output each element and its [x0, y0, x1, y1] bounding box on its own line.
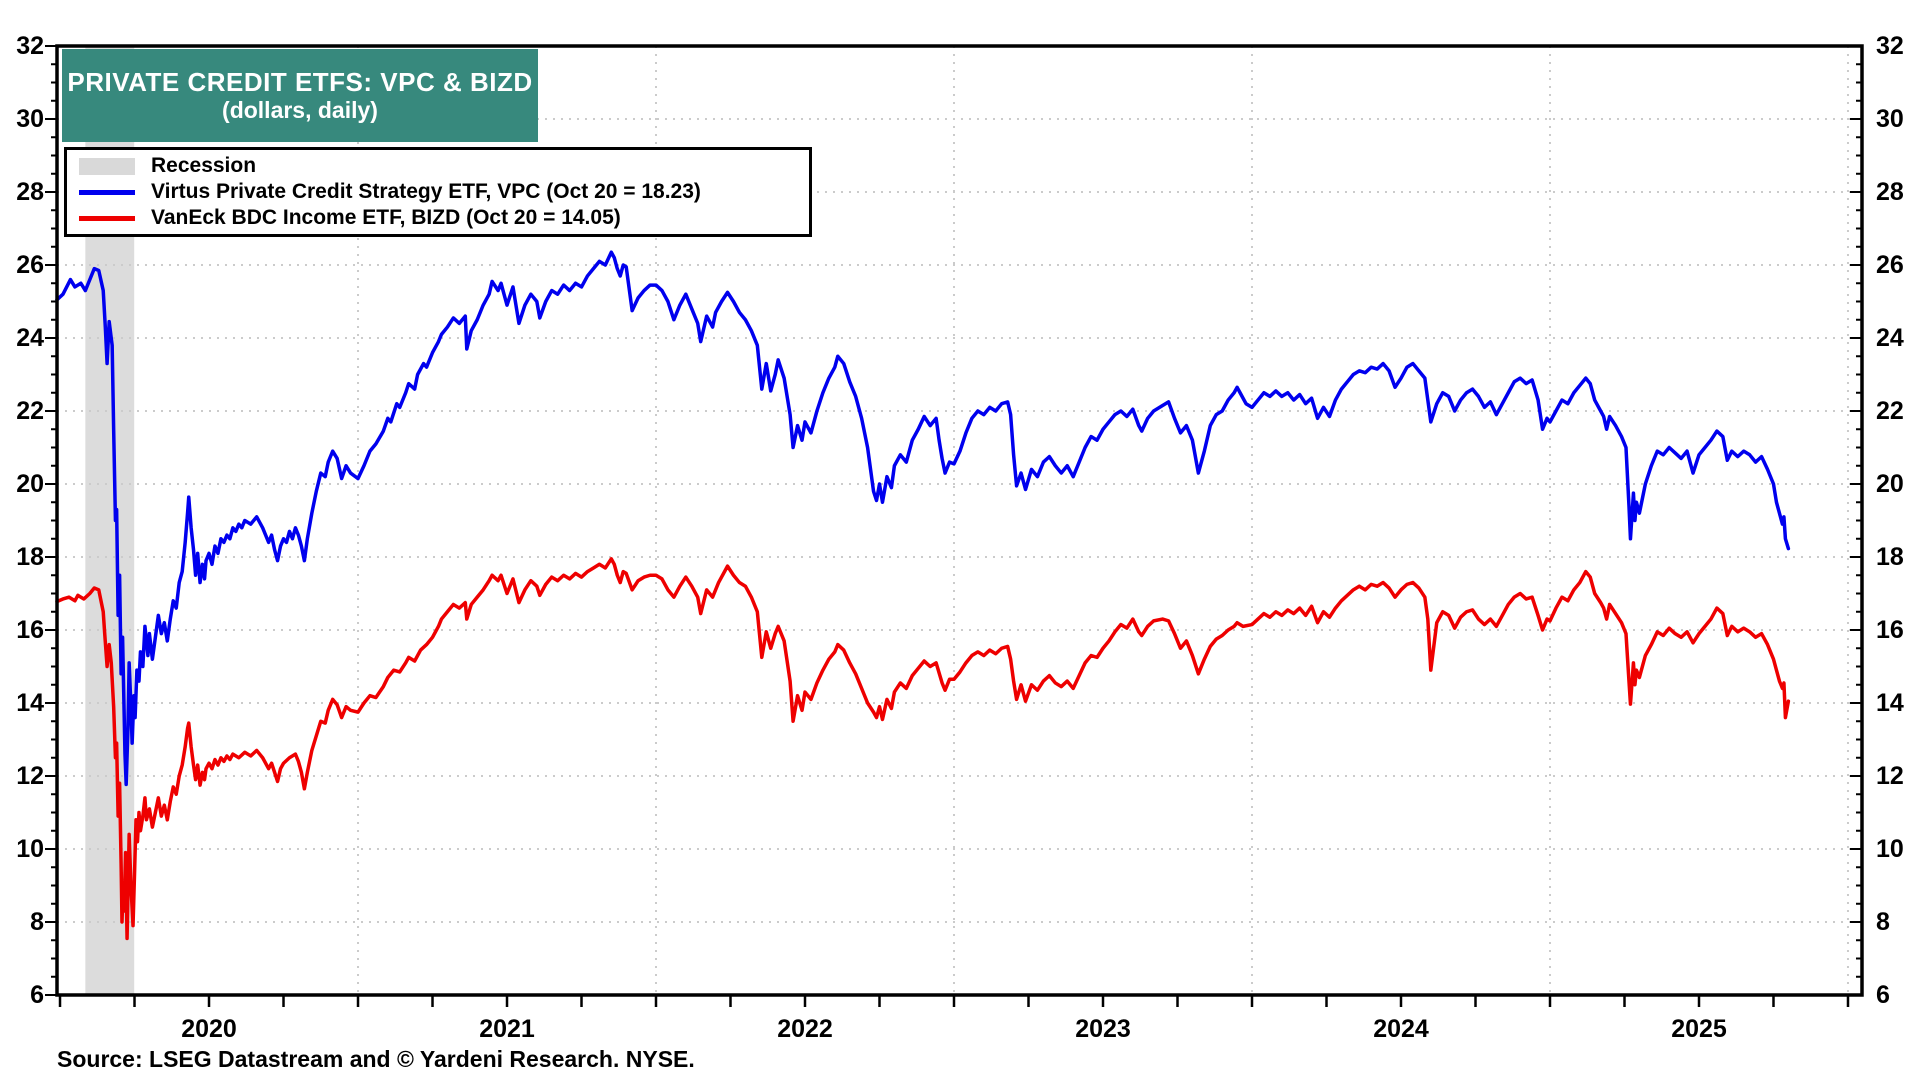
y-axis-label-right: 32 [1876, 32, 1904, 60]
vpc-line-swatch-icon [79, 189, 135, 195]
chart-legend: Recession Virtus Private Credit Strategy… [64, 147, 812, 237]
x-axis-year-label: 2020 [181, 1015, 237, 1043]
chart-title: PRIVATE CREDIT ETFS: VPC & BIZD [67, 67, 533, 97]
y-axis-label-right: 26 [1876, 251, 1904, 279]
y-axis-label-right: 20 [1876, 470, 1904, 498]
y-axis-label-right: 16 [1876, 616, 1904, 644]
y-axis-label-right: 28 [1876, 178, 1904, 206]
y-axis-label-right: 8 [1876, 908, 1890, 936]
series-line [55, 557, 1791, 941]
y-axis-label-left: 28 [16, 178, 44, 206]
legend-row-bizd: VanEck BDC Income ETF, BIZD (Oct 20 = 14… [67, 205, 809, 231]
y-axis-label-right: 12 [1876, 762, 1904, 790]
y-axis-label-right: 24 [1876, 324, 1904, 352]
y-axis-label-left: 22 [16, 397, 44, 425]
y-axis-label-right: 10 [1876, 835, 1904, 863]
y-axis-label-left: 14 [16, 689, 44, 717]
y-axis-label-left: 26 [16, 251, 44, 279]
chart-title-box: PRIVATE CREDIT ETFS: VPC & BIZD (dollars… [62, 49, 538, 142]
y-axis-label-right: 30 [1876, 105, 1904, 133]
y-axis-label-left: 32 [16, 32, 44, 60]
y-axis-label-left: 6 [30, 981, 44, 1009]
x-axis-year-label: 2025 [1671, 1015, 1727, 1043]
recession-swatch [79, 157, 135, 175]
bizd-line-swatch-icon [79, 215, 135, 221]
legend-label-vpc: Virtus Private Credit Strategy ETF, VPC … [151, 180, 701, 203]
vpc-line-swatch [79, 189, 135, 195]
x-axis-year-label: 2024 [1373, 1015, 1429, 1043]
y-axis-label-left: 24 [16, 324, 44, 352]
source-note: Source: LSEG Datastream and © Yardeni Re… [57, 1046, 695, 1072]
x-axis-year-label: 2022 [777, 1015, 833, 1043]
legend-row-recession: Recession [67, 153, 809, 179]
y-axis-label-right: 22 [1876, 397, 1904, 425]
y-axis-label-left: 10 [16, 835, 44, 863]
y-axis-label-left: 16 [16, 616, 44, 644]
y-axis-label-right: 6 [1876, 981, 1890, 1009]
x-axis-year-label: 2023 [1075, 1015, 1131, 1043]
y-axis-label-left: 30 [16, 105, 44, 133]
legend-label-recession: Recession [151, 154, 257, 177]
legend-row-vpc: Virtus Private Credit Strategy ETF, VPC … [67, 179, 809, 205]
y-axis-label-left: 8 [30, 908, 44, 936]
series-line [55, 250, 1791, 787]
x-axis-year-label: 2021 [479, 1015, 535, 1043]
y-axis-label-left: 20 [16, 470, 44, 498]
legend-label-bizd: VanEck BDC Income ETF, BIZD (Oct 20 = 14… [151, 206, 621, 229]
bizd-line-swatch [79, 215, 135, 221]
y-axis-label-right: 14 [1876, 689, 1904, 717]
y-axis-label-left: 12 [16, 762, 44, 790]
recession-swatch-icon [79, 157, 135, 175]
y-axis-label-right: 18 [1876, 543, 1904, 571]
y-axis-label-left: 18 [16, 543, 44, 571]
chart-subtitle: (dollars, daily) [222, 97, 378, 123]
